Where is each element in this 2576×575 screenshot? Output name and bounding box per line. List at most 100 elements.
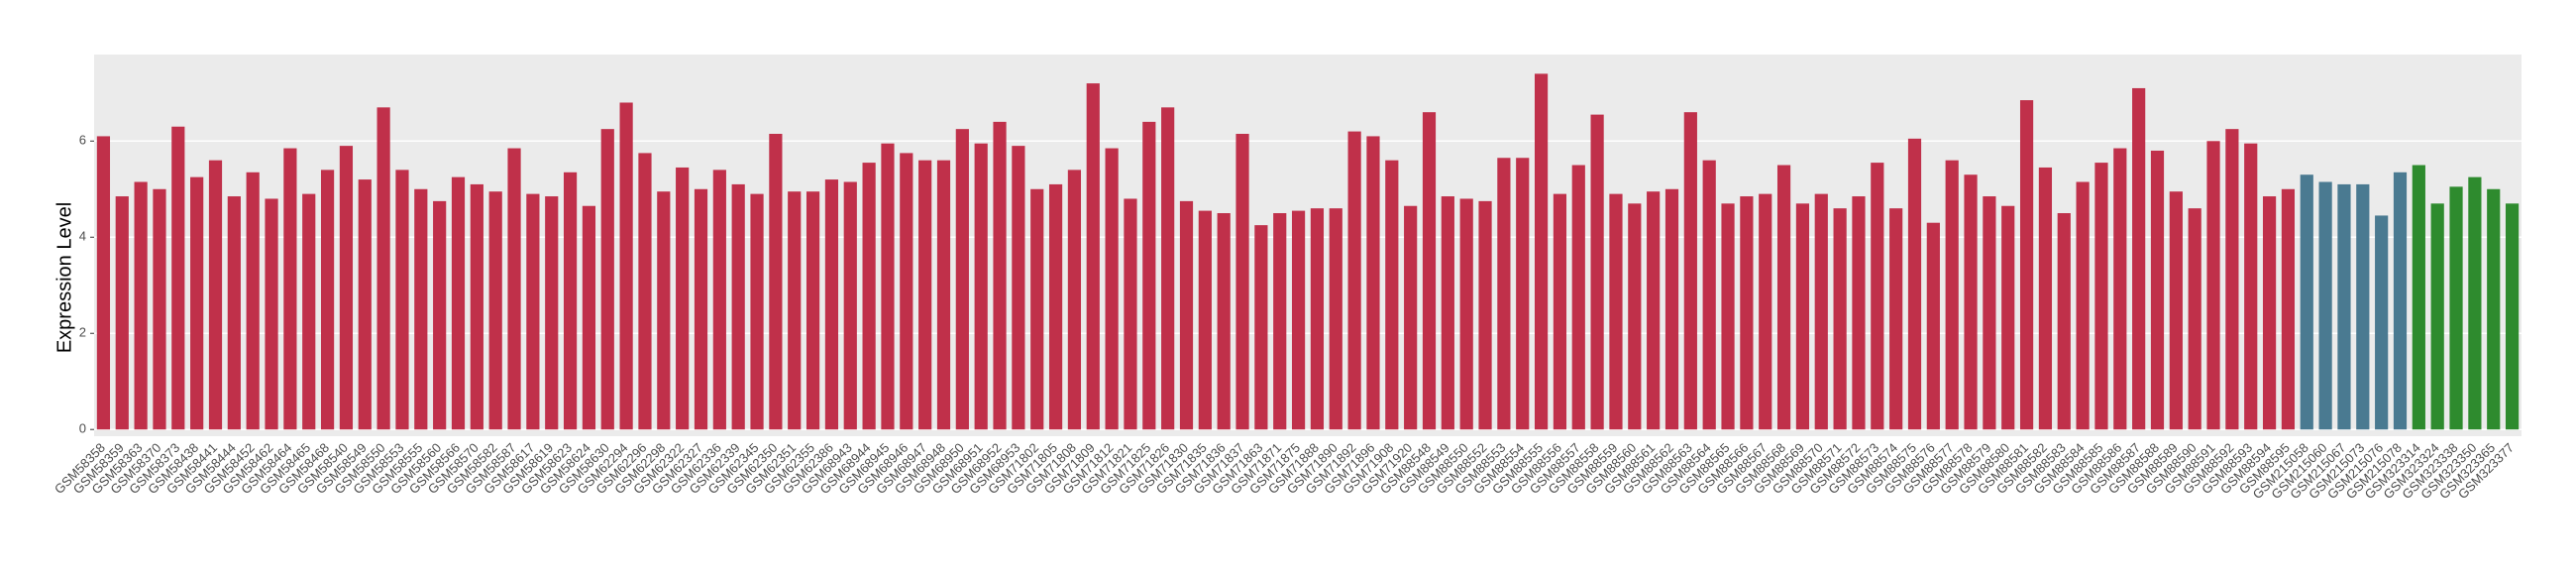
bar [1478,200,1492,430]
bar [96,136,111,430]
bar [2412,165,2425,430]
bar [1067,170,1082,430]
bar [1776,165,1791,430]
bar [1795,203,1810,430]
bar [1459,198,1473,430]
bar [900,153,913,430]
bar [1683,112,1697,430]
bar [805,191,820,430]
bar [1086,83,1100,430]
bar [2468,176,2482,430]
bar [1553,193,1567,430]
bar [1833,208,1847,430]
bar [2150,150,2165,430]
bar [843,181,857,430]
bar [1852,196,1866,430]
bar [2375,215,2389,430]
bar [1441,196,1454,430]
bar [600,129,614,430]
bar [2487,188,2501,430]
y-axis-title: Expression Level [54,202,75,353]
bar [1516,158,1530,430]
bar [358,179,372,430]
bar [545,196,559,430]
bar [1179,200,1194,430]
bar [824,179,839,430]
bar [2057,213,2071,430]
bar [1235,134,1249,430]
bar [1012,146,1025,430]
bar [1161,107,1175,430]
bar [507,148,521,430]
bar [134,181,148,430]
bar [1740,196,1754,430]
bar [582,205,596,430]
y-tick-label: 6 [79,133,86,148]
bar [657,191,671,430]
bar [1609,193,1623,430]
y-tick-label: 2 [79,325,86,340]
bar [712,170,726,430]
bar [433,200,447,430]
bar [1983,196,1996,430]
bar [676,167,690,430]
bar [1105,148,1119,430]
bar [1347,131,1361,430]
bar [470,183,483,430]
bar [302,193,316,430]
bar [638,153,652,430]
bar [563,172,578,430]
bar [2094,163,2108,430]
bar [2449,186,2463,430]
bar [862,163,876,430]
bar [1571,165,1585,430]
bar [246,172,260,430]
bar [2393,172,2408,430]
bar [2281,188,2296,430]
bar [881,143,895,430]
y-tick-label: 4 [79,229,86,244]
bar [1254,225,1268,430]
bar [190,176,204,430]
bar [526,193,540,430]
bar [1647,191,1661,430]
bar [1814,193,1828,430]
bar [1404,205,1418,430]
bar [1030,188,1044,430]
bar [2225,129,2239,430]
bar [208,160,223,430]
bar [619,102,633,430]
bar [1291,210,1306,430]
bar [1702,160,1716,430]
bar [488,191,502,430]
bar [2076,181,2090,430]
bar [320,170,335,430]
y-tick-label: 0 [79,421,86,436]
bar [788,191,802,430]
bar [2262,196,2277,430]
bar [2430,203,2444,430]
bar [171,126,185,430]
bar [2337,183,2351,430]
bar [955,129,969,430]
bar [1385,160,1399,430]
bar [1329,208,1342,430]
bar [2132,87,2146,430]
bar [2038,167,2053,430]
bar [2206,141,2220,430]
bar [1198,210,1212,430]
bar [1907,138,1922,430]
bar [1366,136,1380,430]
bar [227,196,241,430]
bar [936,160,951,430]
bar [2505,203,2520,430]
bar [750,193,764,430]
bar [2188,208,2201,430]
bar [2300,174,2313,430]
bar [1124,198,1137,430]
bar [2318,181,2332,430]
bar [1273,213,1287,430]
bar [414,188,428,430]
bar [2244,143,2258,430]
